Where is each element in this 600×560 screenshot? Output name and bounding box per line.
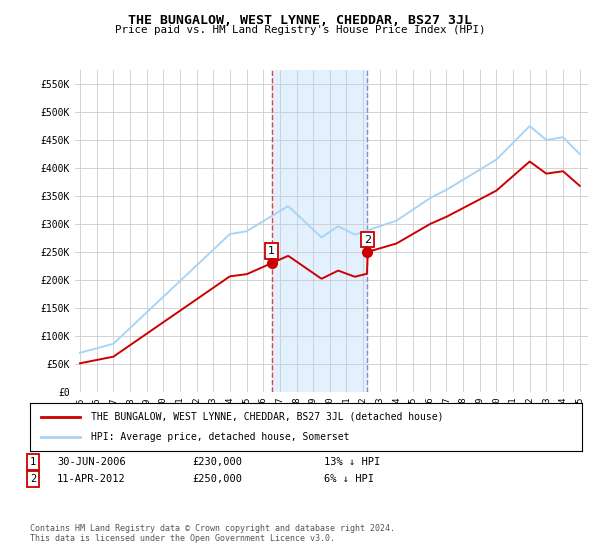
Text: £230,000: £230,000 bbox=[192, 457, 242, 467]
Text: THE BUNGALOW, WEST LYNNE, CHEDDAR, BS27 3JL: THE BUNGALOW, WEST LYNNE, CHEDDAR, BS27 … bbox=[128, 14, 472, 27]
Text: THE BUNGALOW, WEST LYNNE, CHEDDAR, BS27 3JL (detached house): THE BUNGALOW, WEST LYNNE, CHEDDAR, BS27 … bbox=[91, 412, 443, 422]
Text: £250,000: £250,000 bbox=[192, 474, 242, 484]
Text: 1: 1 bbox=[30, 457, 36, 467]
Text: 30-JUN-2006: 30-JUN-2006 bbox=[57, 457, 126, 467]
Text: 6% ↓ HPI: 6% ↓ HPI bbox=[324, 474, 374, 484]
Text: 1: 1 bbox=[268, 246, 275, 256]
Text: HPI: Average price, detached house, Somerset: HPI: Average price, detached house, Some… bbox=[91, 432, 349, 442]
Bar bbox=[272, 70, 367, 392]
Text: Contains HM Land Registry data © Crown copyright and database right 2024.
This d: Contains HM Land Registry data © Crown c… bbox=[30, 524, 395, 543]
Text: 13% ↓ HPI: 13% ↓ HPI bbox=[324, 457, 380, 467]
Text: 2: 2 bbox=[30, 474, 36, 484]
Text: 11-APR-2012: 11-APR-2012 bbox=[57, 474, 126, 484]
Text: Price paid vs. HM Land Registry's House Price Index (HPI): Price paid vs. HM Land Registry's House … bbox=[115, 25, 485, 35]
Text: 2: 2 bbox=[364, 235, 371, 245]
